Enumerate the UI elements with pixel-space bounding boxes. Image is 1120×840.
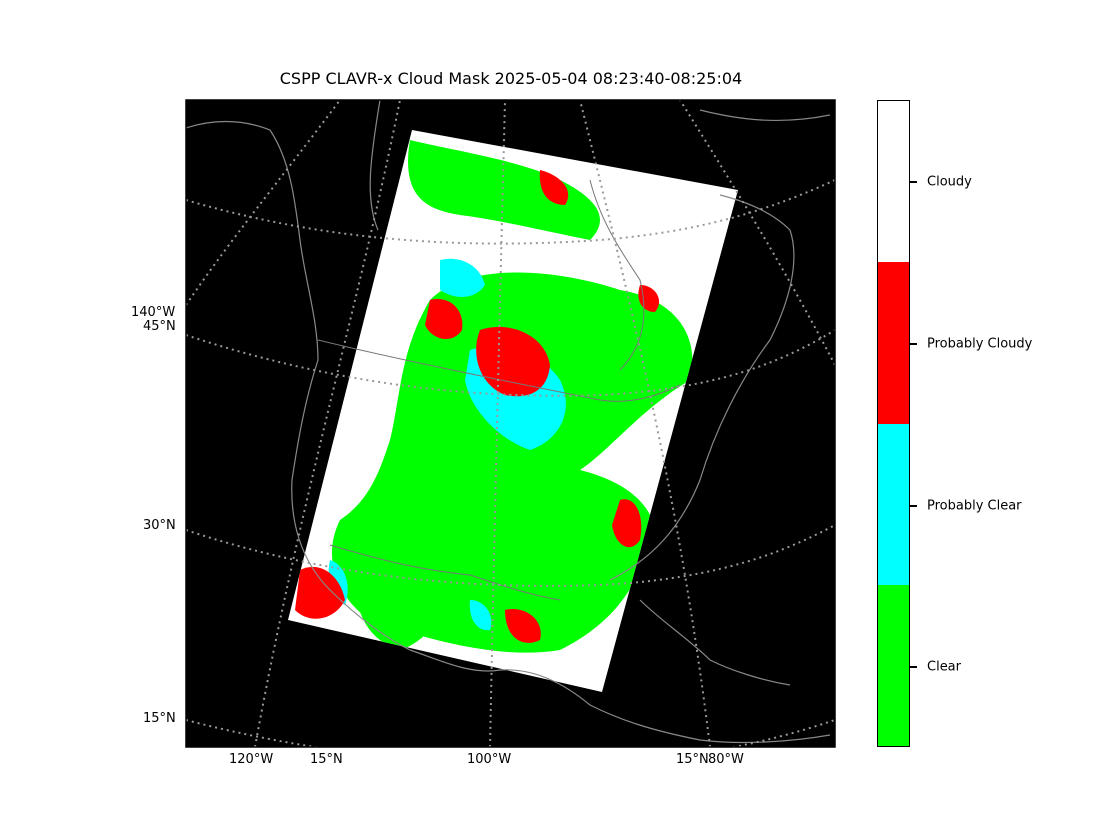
colorbar-tick-cloudy: [910, 181, 917, 183]
lon-label-100w: 100°W: [467, 752, 512, 767]
colorbar-tick-probably-clear: [910, 505, 917, 507]
swath: [288, 130, 738, 692]
colorbar: [877, 100, 910, 747]
map-frame: [185, 99, 836, 748]
coastlines: [186, 100, 831, 744]
lat-label-140w: 140°W: [131, 305, 176, 320]
lon-label-15n-left: 15°N: [310, 752, 343, 767]
colorbar-tick-probably-cloudy: [910, 343, 917, 345]
lat-label-30n: 30°N: [143, 518, 176, 533]
lon-label-15n-right: 15°N: [676, 752, 709, 767]
lat-label-45n: 45°N: [143, 319, 176, 334]
probably-cloudy-regions: [295, 170, 660, 643]
colorbar-segment-probably-cloudy: [878, 262, 909, 424]
lat-label-15n: 15°N: [143, 711, 176, 726]
colorbar-label-clear: Clear: [927, 659, 961, 675]
colorbar-label-probably-clear: Probably Clear: [927, 498, 1022, 514]
lon-label-80w: 80°W: [708, 752, 744, 767]
lon-label-120w: 120°W: [229, 752, 274, 767]
clear-regions: [331, 140, 693, 653]
colorbar-label-cloudy: Cloudy: [927, 174, 972, 190]
colorbar-tick-clear: [910, 666, 917, 668]
colorbar-label-probably-cloudy: Probably Cloudy: [927, 336, 1033, 352]
map-title: CSPP CLAVR-x Cloud Mask 2025-05-04 08:23…: [279, 69, 743, 88]
graticule: [186, 100, 835, 747]
colorbar-segment-cloudy: [878, 101, 909, 263]
colorbar-segment-clear: [878, 584, 909, 746]
colorbar-segment-probably-clear: [878, 423, 909, 585]
